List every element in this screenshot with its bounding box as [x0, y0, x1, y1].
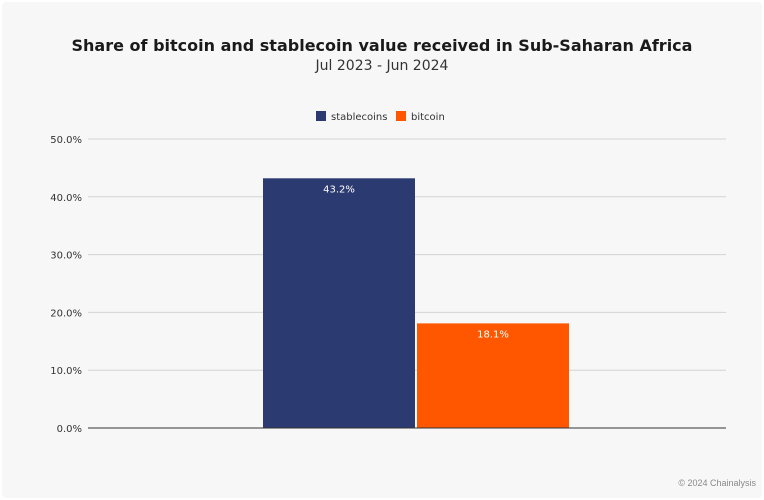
legend-label-bitcoin: bitcoin	[411, 112, 445, 123]
y-tick-label: 10.0%	[50, 366, 82, 377]
y-tick-label: 20.0%	[50, 308, 82, 319]
bar-label-stablecoins: 43.2%	[323, 184, 355, 195]
y-tick-label: 50.0%	[50, 135, 82, 146]
credit-text: © 2024 Chainalysis	[678, 478, 756, 488]
bar-labels: 43.2% 18.1%	[323, 184, 509, 340]
legend-swatch-bitcoin	[396, 111, 406, 121]
legend-swatch-stablecoins	[316, 111, 326, 121]
legend-label-stablecoins: stablecoins	[331, 112, 387, 123]
y-tick-label: 0.0%	[57, 424, 82, 435]
bar-bitcoin	[417, 323, 569, 428]
y-tick-label: 40.0%	[50, 193, 82, 204]
chart-subtitle: Jul 2023 - Jun 2024	[315, 58, 449, 74]
y-tick-label: 30.0%	[50, 251, 82, 262]
legend: stablecoins bitcoin	[316, 111, 445, 123]
bar-stablecoins	[263, 178, 415, 428]
chart-title: Share of bitcoin and stablecoin value re…	[71, 36, 693, 55]
y-axis-ticks: 0.0% 10.0% 20.0% 30.0% 40.0% 50.0%	[50, 135, 82, 435]
bar-label-bitcoin: 18.1%	[477, 329, 509, 340]
bars	[263, 178, 569, 428]
